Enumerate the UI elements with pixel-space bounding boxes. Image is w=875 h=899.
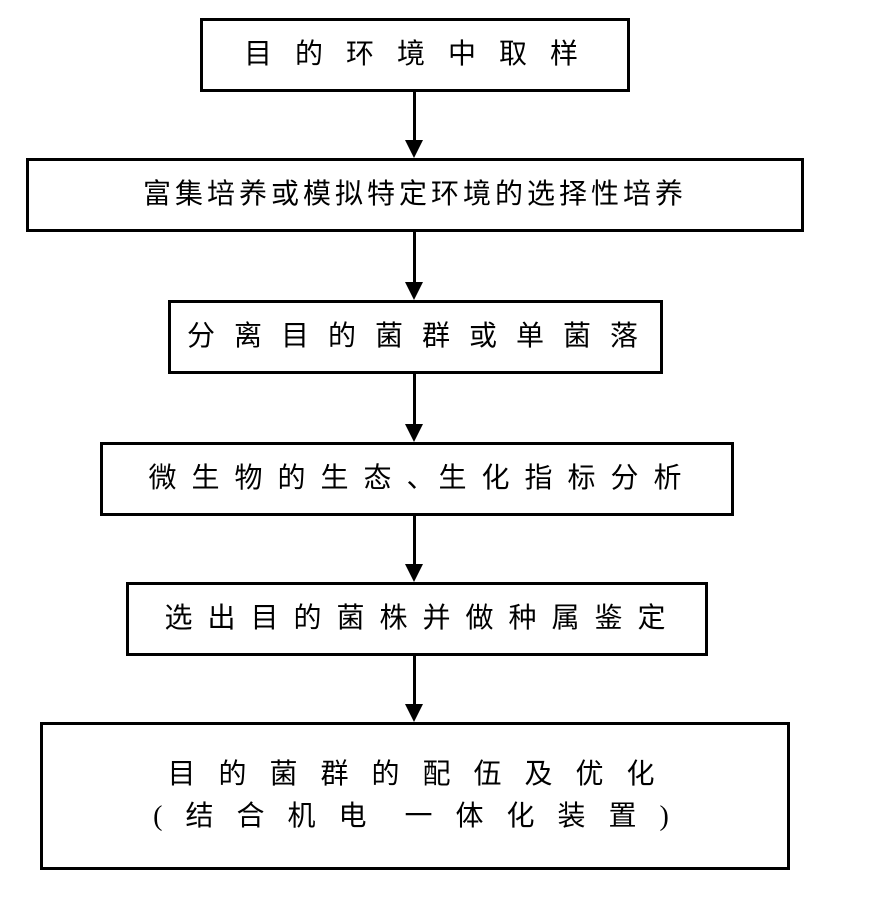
- node-label: 选 出 目 的 菌 株 并 做 种 属 鉴 定: [164, 598, 669, 640]
- flowchart-node: 微 生 物 的 生 态 、生 化 指 标 分 析: [100, 442, 734, 516]
- flowchart-node: 分 离 目 的 菌 群 或 单 菌 落: [168, 300, 663, 374]
- flowchart-node: 选 出 目 的 菌 株 并 做 种 属 鉴 定: [126, 582, 708, 656]
- arrow-line: [413, 232, 416, 284]
- node-label: 目 的 环 境 中 取 样: [244, 34, 586, 76]
- arrow-head-icon: [405, 282, 423, 300]
- node-label: ( 结 合 机 电 一 体 化 装 置 ): [153, 796, 677, 838]
- arrow-line: [413, 374, 416, 426]
- arrow-head-icon: [405, 564, 423, 582]
- node-label: 分 离 目 的 菌 群 或 单 菌 落: [187, 316, 644, 358]
- flowchart-node: 目 的 环 境 中 取 样: [200, 18, 630, 92]
- arrow-line: [413, 656, 416, 706]
- flowchart-node: 富集培养或模拟特定环境的选择性培养: [26, 158, 804, 232]
- arrow-line: [413, 516, 416, 566]
- node-label: 富集培养或模拟特定环境的选择性培养: [143, 174, 687, 216]
- node-label: 目 的 菌 群 的 配 伍 及 优 化: [167, 754, 662, 796]
- arrow-line: [413, 92, 416, 142]
- arrow-head-icon: [405, 704, 423, 722]
- arrow-head-icon: [405, 140, 423, 158]
- node-label: 微 生 物 的 生 态 、生 化 指 标 分 析: [148, 458, 685, 500]
- arrow-head-icon: [405, 424, 423, 442]
- flowchart-node: 目 的 菌 群 的 配 伍 及 优 化( 结 合 机 电 一 体 化 装 置 ): [40, 722, 790, 870]
